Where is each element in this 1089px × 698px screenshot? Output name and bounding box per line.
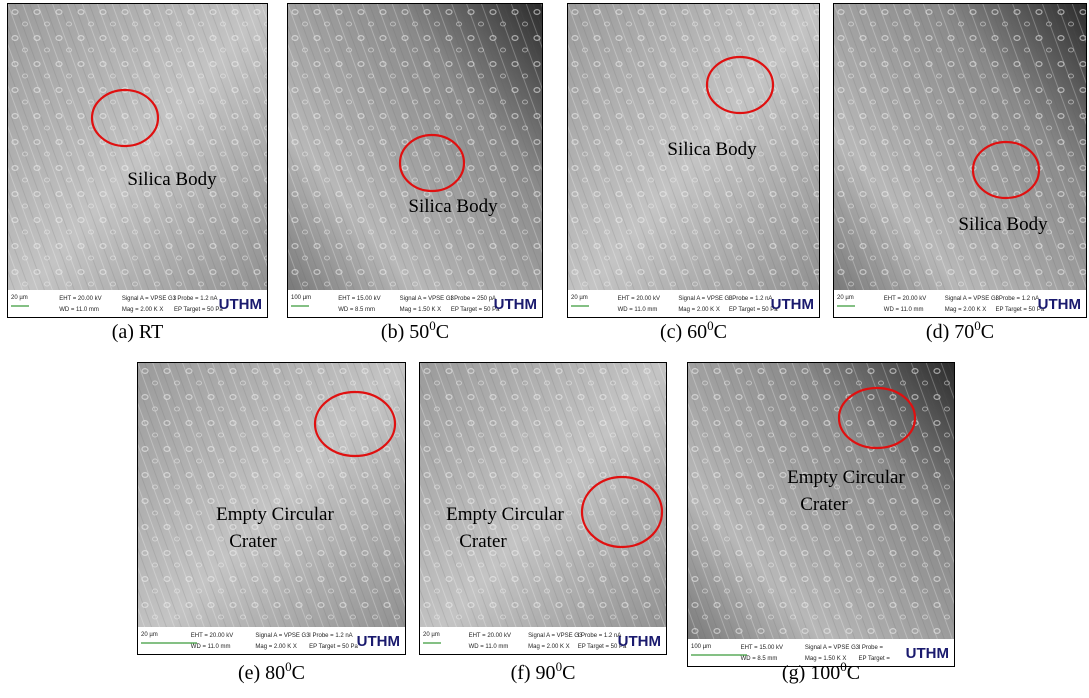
- info-text: Signal A = VPSE G3: [122, 296, 177, 302]
- caption: (b) 500C: [381, 318, 449, 343]
- info-text: 20 µm: [141, 632, 158, 638]
- info-text: 20 µm: [423, 632, 440, 638]
- info-text: 100 µm: [291, 295, 311, 301]
- info-text: Signal A = VPSE G3: [255, 633, 310, 639]
- annotation: Empty Circular: [787, 467, 905, 488]
- info-text: Mag = 1.50 K X: [400, 307, 442, 313]
- info-text: 20 µm: [571, 295, 588, 301]
- info-text: WD = 11.0 mm: [59, 307, 99, 313]
- caption-text: C: [436, 321, 449, 343]
- logo: UTHM: [357, 633, 400, 650]
- info-text: Signal A = VPSE G3: [805, 645, 860, 651]
- info-text: Signal A = VPSE G3: [945, 296, 1000, 302]
- logo: UTHM: [618, 633, 661, 650]
- info-text: EP Target = 50 Pa: [309, 644, 358, 650]
- caption-text: (a) RT: [112, 321, 164, 343]
- caption-text: C: [847, 662, 860, 684]
- info-text: EP Target = 50 Pa: [174, 307, 223, 313]
- micrograph: 100 µm EHT = 15.00 kV WD = 8.5 mm Signal A …: [287, 3, 543, 318]
- info-text: I Probe = 1.2 nA: [309, 633, 353, 639]
- annotation: Crater: [229, 531, 277, 552]
- texture: [7, 3, 268, 290]
- info-text: WD = 11.0 mm: [618, 307, 658, 313]
- info-text: I Probe = 1.2 nA: [174, 296, 218, 302]
- annotation: Empty Circular: [446, 504, 564, 525]
- info-text: Mag = 2.00 K X: [255, 644, 297, 650]
- logo: UTHM: [906, 645, 949, 662]
- caption-text: (e) 80: [238, 662, 285, 684]
- texture: [833, 3, 1087, 290]
- caption-text: (g) 100: [782, 662, 840, 684]
- caption-text: (c) 60: [660, 321, 707, 343]
- caption: (g) 1000C: [782, 659, 860, 684]
- caption-text: C: [292, 662, 305, 684]
- micrograph: 20 µm EHT = 20.00 kV WD = 11.0 mm Signal A …: [419, 362, 667, 655]
- caption: (d) 700C: [926, 318, 994, 343]
- texture: [419, 362, 667, 627]
- info-text: EHT = 20.00 kV: [884, 296, 926, 302]
- info-text: Mag = 2.00 K X: [678, 307, 720, 313]
- figure: 20 µm EHT = 20.00 kV WD = 11.0 mm Signal A …: [0, 0, 1089, 698]
- logo: UTHM: [219, 296, 262, 313]
- info-text: Mag = 2.00 K X: [122, 307, 164, 313]
- annotation: Silica Body: [127, 169, 217, 190]
- logo: UTHM: [494, 296, 537, 313]
- micrograph: 20 µm EHT = 20.00 kV WD = 11.0 mm Signal A …: [567, 3, 820, 318]
- annotation: Silica Body: [958, 214, 1048, 235]
- caption-text: (b) 50: [381, 321, 429, 343]
- logo: UTHM: [1038, 296, 1081, 313]
- info-text: Signal A = VPSE G3: [528, 633, 583, 639]
- info-text: EHT = 15.00 kV: [338, 296, 380, 302]
- texture: [287, 3, 543, 290]
- caption: (a) RT: [112, 321, 164, 343]
- micrograph: 20 µm EHT = 20.00 kV WD = 11.0 mm Signal A …: [137, 362, 406, 655]
- info-text: I Probe = 1.2 nA: [996, 296, 1040, 302]
- info-text: EHT = 20.00 kV: [618, 296, 660, 302]
- annotation: Crater: [459, 531, 507, 552]
- info-text: EHT = 20.00 kV: [59, 296, 101, 302]
- annotation: Silica Body: [408, 196, 498, 217]
- micrograph: 100 µm EHT = 15.00 kV WD = 8.5 mm Signal A …: [687, 362, 955, 667]
- caption-text: (f) 90: [511, 662, 556, 684]
- info-text: 20 µm: [11, 295, 28, 301]
- info-text: 20 µm: [837, 295, 854, 301]
- info-text: WD = 8.5 mm: [741, 656, 778, 662]
- info-text: EHT = 15.00 kV: [741, 645, 783, 651]
- caption-text: C: [562, 662, 575, 684]
- info-text: I Probe =: [859, 645, 884, 651]
- info-text: EHT = 20.00 kV: [191, 633, 233, 639]
- info-text: Signal A = VPSE G3: [400, 296, 455, 302]
- caption-text: C: [714, 321, 727, 343]
- annotation: Crater: [800, 494, 848, 515]
- info-text: 100 µm: [691, 644, 711, 650]
- texture: [137, 362, 406, 627]
- caption-text: C: [981, 321, 994, 343]
- info-text: EHT = 20.00 kV: [469, 633, 511, 639]
- caption: (c) 600C: [660, 318, 727, 343]
- info-text: Mag = 2.00 K X: [528, 644, 570, 650]
- info-text: EP Target =: [859, 656, 891, 662]
- info-text: WD = 11.0 mm: [469, 644, 509, 650]
- caption-text: (d) 70: [926, 321, 974, 343]
- caption: (e) 800C: [238, 659, 305, 684]
- info-text: WD = 11.0 mm: [191, 644, 231, 650]
- info-text: Mag = 2.00 K X: [945, 307, 987, 313]
- info-text: WD = 8.5 mm: [338, 307, 375, 313]
- logo: UTHM: [771, 296, 814, 313]
- caption: (f) 900C: [511, 659, 576, 684]
- info-text: Signal A = VPSE G3: [678, 296, 733, 302]
- micrograph: 20 µm EHT = 20.00 kV WD = 11.0 mm Signal A …: [7, 3, 268, 318]
- info-text: I Probe = 1.2 nA: [729, 296, 773, 302]
- annotation: Silica Body: [667, 139, 757, 160]
- annotation: Empty Circular: [216, 504, 334, 525]
- info-text: I Probe = 250 pA: [451, 296, 496, 302]
- micrograph: 20 µm EHT = 20.00 kV WD = 11.0 mm Signal A …: [833, 3, 1087, 318]
- info-text: I Probe = 1.2 nA: [578, 633, 622, 639]
- info-text: WD = 11.0 mm: [884, 307, 924, 313]
